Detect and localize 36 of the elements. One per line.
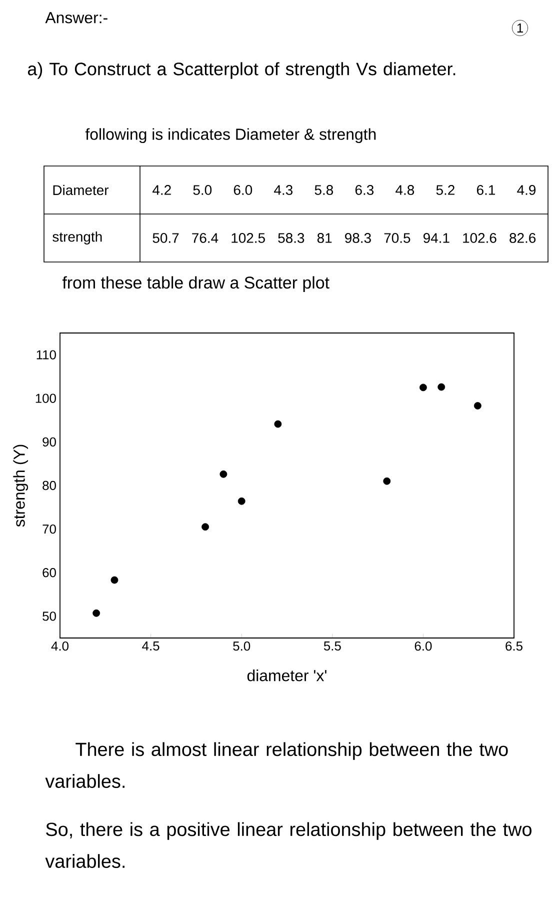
point [92,609,100,617]
y-tick-label: 80 [42,480,56,490]
text: 50.7 76.4 102.5 58.3 81 98.3 70.5 94.1 102.6 82.6 [152,233,536,243]
text: Diameter [53,184,109,196]
x-tick-label: 5.5 [324,642,341,651]
x-tick-label: 4.0 [51,642,69,651]
chart-title: a) To Construct a Scatterplot of strength Vs diameter. [28,62,456,79]
y-tick-label: 50 [42,612,56,621]
text: 1 [517,24,523,32]
x-tick-label: 4.5 [142,642,160,651]
point [238,497,246,505]
point [474,402,482,410]
point [383,477,391,485]
text: So, there is a positive linear relationship between the two variables. [45,822,532,868]
point [202,523,209,531]
point [438,383,446,391]
point [420,384,427,392]
text: 4.2 5.0 6.0 4.3 5.8 6.3 4.8 5.2 6.1 4.9 [152,185,536,195]
x-tick-label: 6.5 [506,642,522,651]
y-axis-title: strength (Y) [13,444,28,527]
y-tick-label: 70 [42,524,56,534]
y-tick-label: 110 [36,350,56,360]
point [110,576,118,584]
x-tick-label: 6.0 [414,642,432,651]
y-tick-label: 60 [42,568,56,578]
x-tick-label: 5.0 [233,642,250,651]
y-tick-label: 90 [42,437,56,447]
y-tick-label: 100 [36,394,56,403]
text: There is almost linear relationship between the two variables. [45,742,508,788]
text: following is indicates Diameter & strength [85,128,376,144]
text: Answer:- [45,12,108,24]
point [220,470,228,478]
text: from these table draw a Scatter plot [62,276,330,292]
x-axis-title: diameter 'x' [247,670,326,682]
point [274,420,282,428]
text: strength [52,231,102,244]
